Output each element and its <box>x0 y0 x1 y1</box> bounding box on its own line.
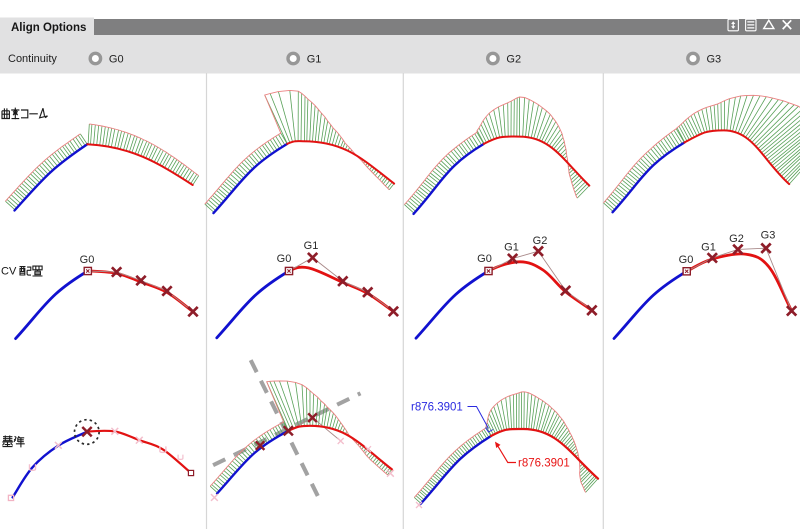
svg-text:Continuity: Continuity <box>8 53 57 65</box>
svg-text:G2: G2 <box>506 54 521 66</box>
svg-text:Align Options: Align Options <box>11 22 86 34</box>
svg-text:r876.3901: r876.3901 <box>518 458 570 470</box>
svg-text:G2: G2 <box>729 233 744 245</box>
svg-text:G2: G2 <box>533 235 548 247</box>
svg-text:G0: G0 <box>109 54 124 66</box>
svg-text:G0: G0 <box>679 254 694 266</box>
svg-text:G1: G1 <box>504 242 519 254</box>
svg-text:G0: G0 <box>477 253 492 265</box>
svg-text:G1: G1 <box>307 54 322 66</box>
svg-text:CV: CV <box>1 266 17 278</box>
svg-text:G3: G3 <box>707 54 722 66</box>
svg-text:G1: G1 <box>701 242 716 254</box>
svg-text:G0: G0 <box>277 253 292 265</box>
svg-text:r876.3901: r876.3901 <box>411 402 463 414</box>
svg-text:G0: G0 <box>80 254 95 266</box>
svg-text:G3: G3 <box>761 230 776 242</box>
svg-text:G1: G1 <box>304 240 319 252</box>
